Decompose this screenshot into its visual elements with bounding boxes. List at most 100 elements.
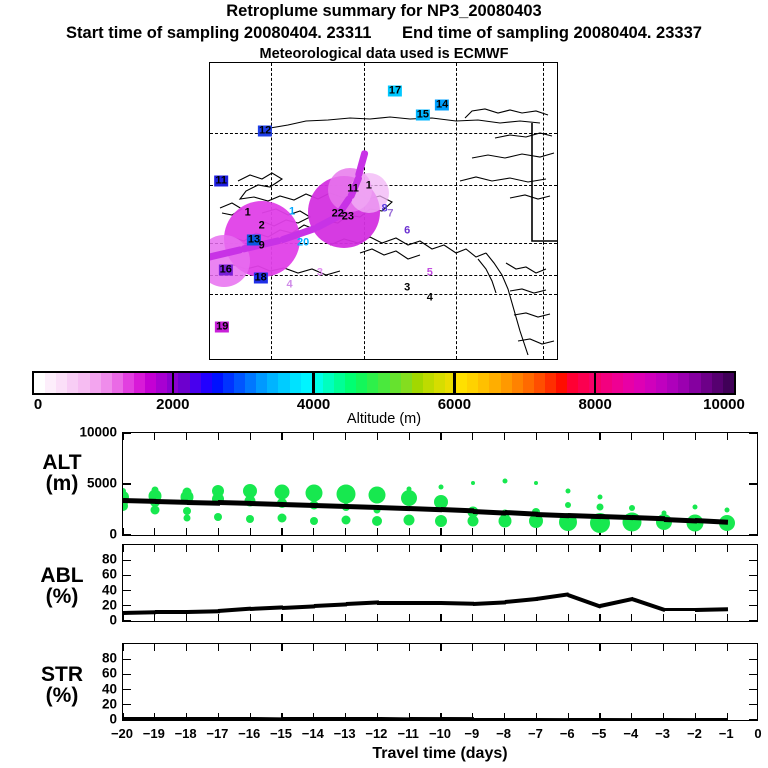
x-tick-top--9	[472, 644, 474, 651]
x-tick-top--3	[662, 644, 665, 651]
colorbar-swatch-11	[156, 373, 168, 393]
coastline-path-1	[464, 108, 549, 119]
colorbar-swatch-62	[722, 373, 734, 393]
x-tick--6	[567, 713, 569, 720]
STR-fraction-segment-17	[663, 717, 697, 720]
x-tick--8	[503, 713, 506, 720]
alt-scatter-blob-26	[341, 515, 351, 525]
x-axis-label--3: −3	[655, 726, 671, 741]
colorbar-swatch-8	[122, 373, 134, 393]
start-time-label: Start time of sampling 20080404. 23311	[66, 24, 372, 42]
map-marker-13-9: 13	[246, 233, 262, 246]
ABL-fraction-segment-7	[345, 600, 379, 607]
y-tick-label-5000: 5000	[86, 475, 117, 491]
colorbar-swatch-42	[500, 373, 512, 393]
alt-scatter-blob-57	[724, 507, 730, 513]
STR-fraction-segment-9	[409, 717, 442, 720]
colorbar-swatch-17	[222, 373, 234, 393]
mean-altitude-segment-11	[472, 508, 506, 516]
x-axis-label-0: 0	[754, 726, 762, 741]
alt-scatter-blob-38	[467, 515, 479, 527]
x-axis-label--16: −16	[238, 726, 261, 741]
map-meridian-3	[543, 63, 545, 359]
x-axis-label--9: −9	[464, 726, 480, 741]
colorbar-swatch-24	[300, 373, 312, 393]
x-tick--8	[503, 614, 506, 621]
x-tick--16	[249, 614, 251, 621]
ABL-fraction-segment-1	[154, 610, 188, 614]
map-meridian-2	[456, 63, 458, 359]
x-axis-label--12: −12	[365, 726, 388, 741]
x-tick-top--6	[567, 433, 569, 440]
colorbar-swatch-55	[645, 373, 657, 393]
x-tick--1	[726, 614, 728, 621]
x-tick-top--16	[249, 433, 251, 440]
alt-scatter-blob-30	[406, 486, 412, 492]
map-edge-step	[531, 123, 557, 242]
map-marker-16-19: 16	[218, 263, 233, 276]
colorbar-swatch-40	[478, 373, 490, 393]
colorbar-swatch-57	[667, 373, 679, 393]
y-tick-label-10000: 10000	[79, 424, 117, 440]
str-title-line1: STR	[41, 663, 83, 686]
alt-scatter-blob-29	[372, 515, 383, 526]
map-marker-14-1: 14	[434, 98, 450, 111]
STR-fraction-segment-12	[504, 717, 538, 720]
map-marker-7-16: 7	[387, 207, 394, 220]
x-tick-top--3	[662, 545, 665, 552]
colorbar-tick-8000: 8000	[578, 396, 612, 413]
x-tick--11	[408, 713, 410, 720]
colorbar-swatch-34	[411, 373, 423, 393]
colorbar-swatch-48	[567, 373, 579, 393]
colorbar-swatch-58	[678, 373, 690, 393]
alt-scatter-blob-42	[534, 480, 539, 485]
x-axis-label--5: −5	[591, 726, 607, 741]
map-marker-9-10: 9	[258, 239, 265, 252]
colorbar-swatch-36	[433, 373, 446, 393]
x-axis-label--11: −11	[397, 726, 419, 741]
y-tick-40	[123, 688, 131, 691]
map-parallel-0	[210, 133, 557, 135]
map-marker-5-22: 5	[426, 266, 433, 279]
x-axis-label--6: −6	[559, 726, 575, 741]
map-marker-19-25: 19	[215, 320, 230, 333]
x-tick--7	[535, 614, 538, 621]
y-tick-20	[123, 704, 131, 706]
x-tick--14	[313, 528, 315, 535]
ABL-fraction-segment-14	[567, 592, 602, 608]
y-tick-60	[123, 673, 131, 676]
colorbar-divider-1	[312, 371, 315, 395]
alt-scatter-blob-7	[150, 505, 160, 514]
y-tick-right-60	[749, 574, 757, 577]
x-tick--2	[694, 528, 697, 535]
x-axis-label--4: −4	[623, 726, 639, 741]
colorbar-swatch-51	[600, 373, 612, 393]
coastline-path-16	[513, 312, 551, 318]
x-tick--18	[185, 713, 188, 720]
mean-altitude-segment-5	[281, 502, 315, 509]
x-tick--14	[313, 713, 315, 720]
colorbar-swatch-49	[578, 373, 590, 393]
x-axis-label--19: −19	[142, 726, 165, 741]
alt-scatter-blob-46	[565, 502, 572, 509]
x-tick-top--14	[313, 433, 315, 440]
STR-fraction-segment-4	[250, 716, 284, 720]
alt-title-line2: (m)	[45, 472, 79, 496]
end-time-label: End time of sampling 20080404. 23337	[402, 24, 702, 42]
colorbar-swatch-54	[633, 373, 646, 393]
x-axis-label--17: −17	[206, 726, 229, 741]
x-tick--20	[123, 614, 124, 621]
x-tick-top--18	[185, 644, 188, 651]
map-marker-6-17: 6	[404, 224, 411, 237]
x-axis-tick-labels: −20 −19 −18 −17 −16 −15 −14 −13 −12 −11 −10 −9 −8 −7−…	[111, 726, 762, 742]
alt-scatter-blob-10	[182, 506, 191, 515]
alt-scatter-blob-23	[309, 516, 318, 525]
x-tick--11	[408, 528, 410, 535]
colorbar-swatch-14	[189, 373, 201, 393]
coastline-path-4	[459, 176, 547, 183]
map-marker-3-18: 3	[316, 266, 323, 279]
colorbar-swatch-46	[545, 373, 557, 393]
alt-scatter-blob-51	[628, 505, 635, 512]
x-tick-top--6	[567, 644, 569, 651]
plume-blob-4	[210, 235, 250, 288]
